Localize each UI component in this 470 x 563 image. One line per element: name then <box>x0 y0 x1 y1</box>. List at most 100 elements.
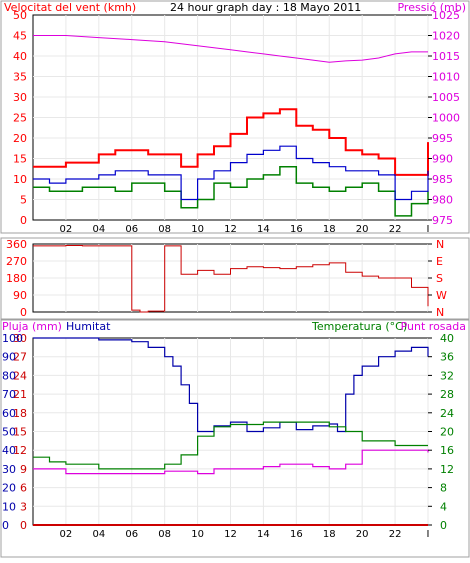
wind-pressure-series <box>33 35 429 217</box>
wind-speed-axis-label: Velocitat del vent (kmh) <box>4 1 136 14</box>
y-tick-label: 50 <box>13 9 27 22</box>
y-tick-label: 9 <box>20 463 27 476</box>
y-tick-label: 35 <box>13 71 27 84</box>
right-tick-label: S <box>436 272 443 285</box>
y-tick-label: 24 <box>13 369 27 382</box>
wind-direction-grid <box>33 244 429 312</box>
y-tick-label: 90 <box>13 289 27 302</box>
wind-pressure-grid <box>33 15 429 220</box>
hour-axis-ticks: 02 04 06 08 10 12 14 16 18 20 22 I <box>60 224 430 235</box>
pressure-line <box>33 35 428 63</box>
x-tick-label: 02 <box>60 529 73 540</box>
humidity-tick-label: 50 <box>2 426 16 439</box>
y-tick-label: 6 <box>20 482 27 495</box>
y-tick-label: 180 <box>6 272 27 285</box>
pressure-axis-ticks: 975 980 985 990 995 1000 1005 1010 1015 1020 1025 <box>428 9 460 227</box>
temperature-humidity-chart: 0369121518212427300102030405060708090100… <box>2 320 466 540</box>
dewpoint-axis-label: Punt rosada <box>401 320 466 333</box>
humidity-tick-label: 80 <box>2 369 16 382</box>
x-tick-label: 20 <box>356 529 369 540</box>
right-tick-label: 12 <box>440 463 454 476</box>
humidity-axis-label: Humitat <box>66 320 111 333</box>
temperature-humidity-grid <box>33 338 429 525</box>
y-tick-label: 5 <box>20 194 27 207</box>
x-tick-label: 18 <box>323 529 336 540</box>
right-tick-label: 985 <box>432 173 453 186</box>
humidity-tick-label: 30 <box>2 463 16 476</box>
humidity-tick-label: 60 <box>2 407 16 420</box>
y-tick-label: 30 <box>13 91 27 104</box>
hour-axis-ticks-bottom: 02 04 06 08 10 12 14 16 18 20 22 I <box>60 529 430 540</box>
y-tick-label: 10 <box>13 173 27 186</box>
x-tick-label: 10 <box>191 224 204 235</box>
right-tick-label: 1025 <box>432 9 460 22</box>
y-tick-label: 0 <box>20 214 27 227</box>
humidity-tick-label: 40 <box>2 444 16 457</box>
right-tick-label: N <box>436 238 444 251</box>
temperature-axis-ticks: 0 4 8 12 16 20 24 28 32 36 40 <box>428 332 454 532</box>
right-tick-label: 32 <box>440 369 454 382</box>
x-tick-label: 06 <box>125 224 138 235</box>
humidity-tick-label: 0 <box>2 519 9 532</box>
y-tick-label: 21 <box>13 388 27 401</box>
y-tick-label: 27 <box>13 351 27 364</box>
x-tick-label: 04 <box>92 529 105 540</box>
y-tick-label: 0 <box>20 519 27 532</box>
right-tick-label: 1010 <box>432 71 460 84</box>
y-tick-label: 20 <box>13 132 27 145</box>
x-tick-label: 16 <box>290 224 303 235</box>
x-tick-label: 04 <box>92 224 105 235</box>
right-tick-label: 1015 <box>432 50 460 63</box>
right-tick-label: 20 <box>440 426 454 439</box>
wind-direction-line <box>33 245 429 313</box>
right-tick-label: 0 <box>440 519 447 532</box>
right-tick-label: 1000 <box>432 112 460 125</box>
x-tick-label: 06 <box>125 529 138 540</box>
right-tick-label: 8 <box>440 482 447 495</box>
humidity-tick-label: 70 <box>2 388 16 401</box>
temperature-humidity-panel-frame <box>0 318 470 558</box>
y-tick-label: 0 <box>20 306 27 319</box>
y-tick-label: 25 <box>13 112 27 125</box>
x-tick-label: 22 <box>389 529 402 540</box>
right-tick-label: 16 <box>440 444 454 457</box>
temperature-humidity-series <box>33 337 429 526</box>
x-tick-label: I <box>427 224 430 235</box>
humidity-tick-label: 20 <box>2 482 16 495</box>
x-tick-label: 18 <box>323 224 336 235</box>
right-tick-label: 1005 <box>432 91 460 104</box>
direction-degree-ticks: 0 90 180 270 360 <box>6 238 27 319</box>
x-tick-label: 08 <box>158 529 171 540</box>
y-tick-label: 45 <box>13 30 27 43</box>
y-tick-label: 360 <box>6 238 27 251</box>
humidity-line <box>33 337 429 433</box>
y-tick-label: 40 <box>13 50 27 63</box>
humidity-tick-label: 10 <box>2 500 16 513</box>
right-tick-label: E <box>436 255 443 268</box>
right-tick-label: W <box>436 289 447 302</box>
wind-direction-panel-frame <box>0 237 470 321</box>
x-tick-label: 12 <box>224 529 237 540</box>
wind-pressure-panel-frame <box>0 0 470 234</box>
temperature-axis-label: Temperatura (°C) <box>311 320 407 333</box>
y-tick-label: 15 <box>13 426 27 439</box>
x-tick-label: 20 <box>356 224 369 235</box>
y-tick-label: 18 <box>13 407 27 420</box>
right-tick-label: 28 <box>440 388 454 401</box>
right-tick-label: 4 <box>440 500 447 513</box>
wind_avg-line <box>33 145 429 201</box>
right-tick-label: 995 <box>432 132 453 145</box>
x-tick-label: 16 <box>290 529 303 540</box>
x-tick-label: 14 <box>257 529 270 540</box>
right-tick-label: 980 <box>432 194 453 207</box>
right-tick-label: N <box>436 306 444 319</box>
right-tick-label: 40 <box>440 332 454 345</box>
dewpoint-line <box>33 449 429 475</box>
right-tick-label: 36 <box>440 351 454 364</box>
y-tick-label: 15 <box>13 153 27 166</box>
